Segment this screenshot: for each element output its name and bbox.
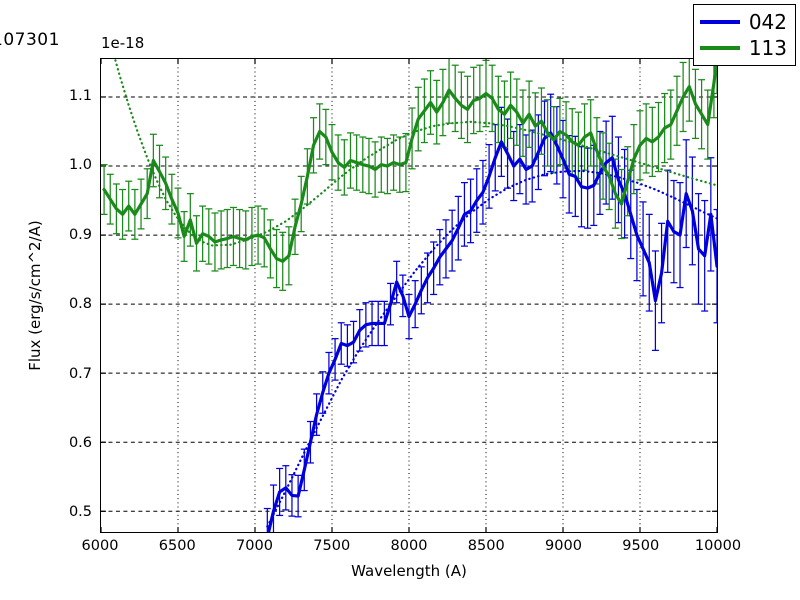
- x-tick-label: 9000: [545, 538, 582, 554]
- legend-item-113[interactable]: 113: [699, 35, 787, 61]
- plot-area: [100, 58, 718, 533]
- x-tick-label: 7500: [313, 538, 351, 554]
- y-tick-label: 0.6: [68, 434, 92, 451]
- series-line-042-model: [266, 169, 717, 528]
- x-tick-label: 6500: [158, 538, 196, 554]
- legend-label: 113: [748, 36, 787, 60]
- legend-label: 042: [748, 10, 787, 34]
- x-tick-label: 8000: [390, 538, 428, 554]
- x-tick-label: 6000: [81, 538, 119, 554]
- chart-title: 109107301: [0, 30, 60, 50]
- series-line-113: [102, 59, 717, 263]
- series-line-042: [266, 131, 717, 532]
- legend-color-swatch: [699, 20, 740, 24]
- legend-color-swatch: [699, 46, 740, 50]
- series-line-113-model: [113, 59, 717, 247]
- x-tick-label: 8500: [467, 538, 505, 554]
- x-axis-label: Wavelength (A): [351, 562, 467, 580]
- y-tick-label: 1.1: [68, 88, 92, 105]
- y-tick-label: 0.8: [68, 296, 92, 313]
- data-layer: [101, 59, 717, 532]
- y-tick-label: 0.9: [68, 226, 92, 243]
- x-tick-label: 10000: [694, 538, 742, 554]
- y-tick-label: 1.0: [68, 157, 92, 174]
- x-tick-label: 9500: [622, 538, 660, 554]
- legend-item-042[interactable]: 042: [699, 9, 787, 35]
- y-tick-label: 0.7: [68, 365, 92, 382]
- y-axis-label: Flux (erg/s/cm^2/A): [26, 220, 44, 371]
- x-tick-label: 7000: [236, 538, 273, 554]
- y-tick-label: 0.5: [68, 504, 92, 521]
- chart-legend: 042 113: [692, 4, 796, 66]
- y-axis-offset-label: 1e-18: [101, 34, 145, 52]
- errorbars-113: [101, 59, 717, 291]
